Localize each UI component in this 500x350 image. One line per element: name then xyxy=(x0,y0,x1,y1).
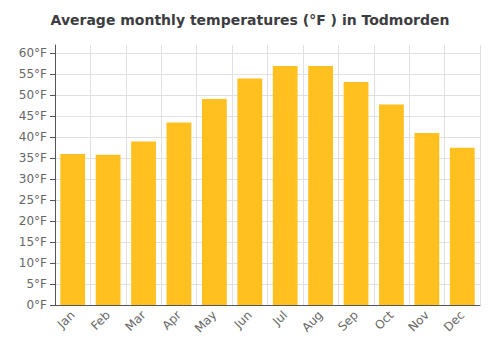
svg-text:10°F: 10°F xyxy=(19,256,47,270)
svg-text:May: May xyxy=(192,308,219,335)
svg-text:Mar: Mar xyxy=(123,308,149,334)
svg-text:15°F: 15°F xyxy=(19,235,47,249)
svg-text:30°F: 30°F xyxy=(19,172,47,186)
svg-text:45°F: 45°F xyxy=(19,109,47,123)
svg-text:25°F: 25°F xyxy=(19,193,47,207)
svg-text:60°F: 60°F xyxy=(19,46,47,60)
svg-text:Nov: Nov xyxy=(405,308,431,334)
svg-text:Jan: Jan xyxy=(54,308,78,332)
svg-text:Sep: Sep xyxy=(335,308,361,334)
svg-text:55°F: 55°F xyxy=(19,67,47,81)
svg-text:20°F: 20°F xyxy=(19,214,47,228)
svg-text:Jul: Jul xyxy=(269,308,290,329)
svg-text:35°F: 35°F xyxy=(19,151,47,165)
svg-text:Dec: Dec xyxy=(441,308,467,334)
svg-text:Oct: Oct xyxy=(372,308,397,333)
svg-text:Average monthly temperatures (: Average monthly temperatures (°F ) in To… xyxy=(51,12,450,28)
svg-text:Apr: Apr xyxy=(159,308,184,333)
svg-text:5°F: 5°F xyxy=(26,277,47,291)
svg-text:Feb: Feb xyxy=(88,308,113,333)
svg-text:Aug: Aug xyxy=(299,308,325,334)
svg-text:40°F: 40°F xyxy=(19,130,47,144)
svg-text:Jun: Jun xyxy=(231,308,255,332)
svg-text:0°F: 0°F xyxy=(26,298,47,312)
svg-text:50°F: 50°F xyxy=(19,88,47,102)
